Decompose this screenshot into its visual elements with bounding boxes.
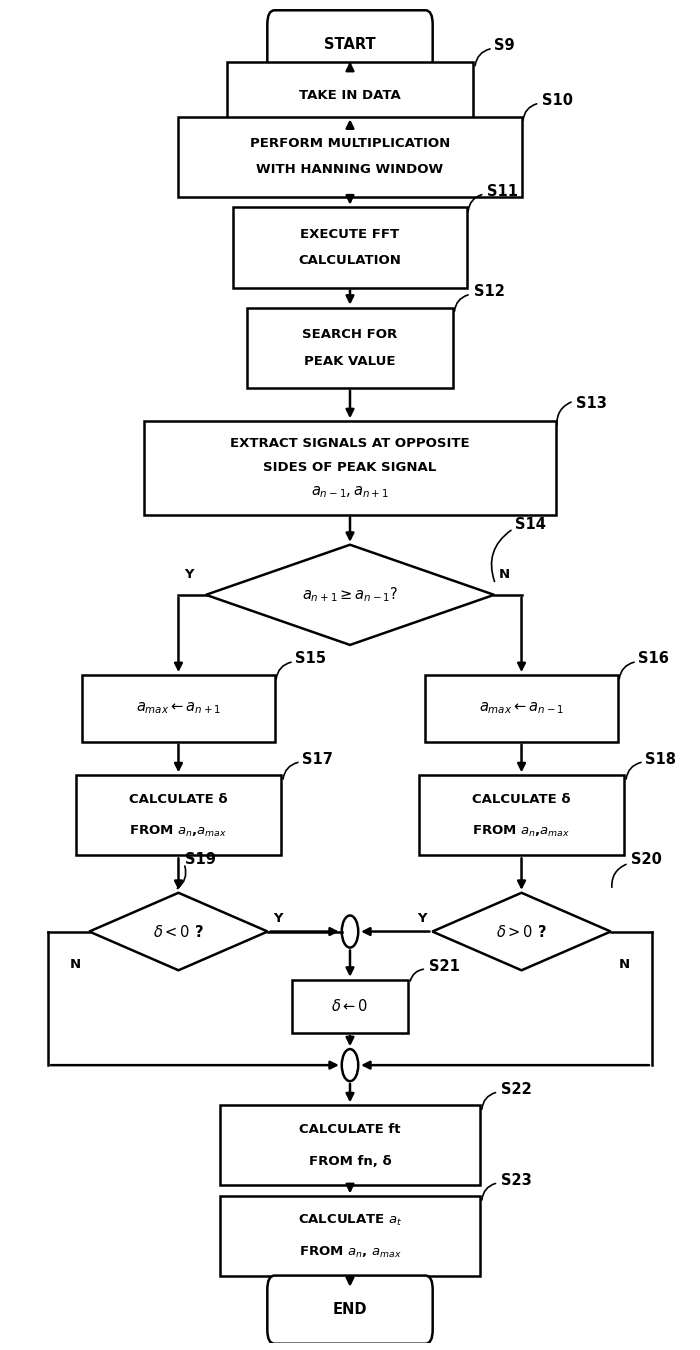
Text: SEARCH FOR: SEARCH FOR xyxy=(302,328,398,340)
Bar xyxy=(144,421,556,514)
Text: S23: S23 xyxy=(501,1173,532,1188)
FancyBboxPatch shape xyxy=(267,1276,433,1343)
Text: Y: Y xyxy=(417,911,427,925)
Text: $a_{max}\leftarrow a_{n+1}$: $a_{max}\leftarrow a_{n+1}$ xyxy=(136,701,221,717)
Text: CALCULATE ft: CALCULATE ft xyxy=(300,1123,400,1135)
Text: CALCULATE $a_t$: CALCULATE $a_t$ xyxy=(298,1212,402,1227)
Text: S11: S11 xyxy=(487,184,518,198)
Bar xyxy=(83,675,274,741)
FancyBboxPatch shape xyxy=(267,11,433,78)
Text: S13: S13 xyxy=(576,397,608,412)
Bar xyxy=(426,675,617,741)
Bar xyxy=(76,775,281,856)
Bar xyxy=(292,980,408,1033)
Text: TAKE IN DATA: TAKE IN DATA xyxy=(299,89,401,101)
Polygon shape xyxy=(90,892,267,971)
Text: S15: S15 xyxy=(295,652,326,667)
Text: $a_{max}\leftarrow a_{n-1}$: $a_{max}\leftarrow a_{n-1}$ xyxy=(479,701,564,717)
Text: CALCULATE δ: CALCULATE δ xyxy=(473,792,570,806)
Text: S16: S16 xyxy=(638,652,669,667)
Text: S20: S20 xyxy=(631,852,662,867)
Text: $a_{n-1},a_{n+1}$: $a_{n-1},a_{n+1}$ xyxy=(311,485,389,500)
Text: CALCULATE δ: CALCULATE δ xyxy=(130,792,228,806)
Bar xyxy=(220,1196,480,1276)
Text: EXTRACT SIGNALS AT OPPOSITE: EXTRACT SIGNALS AT OPPOSITE xyxy=(230,437,470,451)
Text: S22: S22 xyxy=(501,1081,532,1096)
Text: END: END xyxy=(332,1303,368,1318)
Text: N: N xyxy=(499,568,510,582)
Text: S14: S14 xyxy=(514,517,545,532)
Text: PERFORM MULTIPLICATION: PERFORM MULTIPLICATION xyxy=(250,136,450,150)
Text: S17: S17 xyxy=(302,752,332,767)
Text: $\delta\leftarrow 0$: $\delta\leftarrow 0$ xyxy=(331,999,369,1014)
Text: PEAK VALUE: PEAK VALUE xyxy=(304,355,395,367)
Circle shape xyxy=(342,1049,358,1081)
Text: Y: Y xyxy=(273,911,283,925)
Bar xyxy=(227,62,473,128)
Text: S19: S19 xyxy=(186,852,216,867)
Text: FROM fn, δ: FROM fn, δ xyxy=(309,1154,391,1168)
Text: $a_{n+1}\geq a_{n-1}?$: $a_{n+1}\geq a_{n-1}?$ xyxy=(302,586,398,605)
Text: FROM $a_n$,$a_{max}$: FROM $a_n$,$a_{max}$ xyxy=(130,824,228,838)
Bar xyxy=(178,116,522,197)
Bar xyxy=(233,208,467,288)
Polygon shape xyxy=(206,545,494,645)
Text: Y: Y xyxy=(184,568,193,582)
Text: S18: S18 xyxy=(645,752,676,767)
Text: N: N xyxy=(70,958,81,972)
Text: S10: S10 xyxy=(542,93,573,108)
Text: S12: S12 xyxy=(473,284,505,300)
Text: $\delta > 0$ ?: $\delta > 0$ ? xyxy=(496,923,547,940)
Circle shape xyxy=(342,915,358,948)
Text: S9: S9 xyxy=(494,38,514,53)
Bar xyxy=(220,1106,480,1185)
Text: S21: S21 xyxy=(429,958,460,973)
Text: FROM $a_n$,$a_{max}$: FROM $a_n$,$a_{max}$ xyxy=(473,824,570,838)
Polygon shape xyxy=(433,892,610,971)
Bar xyxy=(247,308,453,387)
Text: CALCULATION: CALCULATION xyxy=(299,254,401,267)
Text: WITH HANNING WINDOW: WITH HANNING WINDOW xyxy=(256,163,444,177)
Text: START: START xyxy=(324,36,376,51)
Text: $\delta < 0$ ?: $\delta < 0$ ? xyxy=(153,923,204,940)
Text: FROM $a_n$, $a_{max}$: FROM $a_n$, $a_{max}$ xyxy=(299,1245,401,1260)
Text: EXECUTE FFT: EXECUTE FFT xyxy=(300,228,400,240)
Text: N: N xyxy=(619,958,630,972)
Text: SIDES OF PEAK SIGNAL: SIDES OF PEAK SIGNAL xyxy=(263,462,437,474)
Bar xyxy=(419,775,624,856)
